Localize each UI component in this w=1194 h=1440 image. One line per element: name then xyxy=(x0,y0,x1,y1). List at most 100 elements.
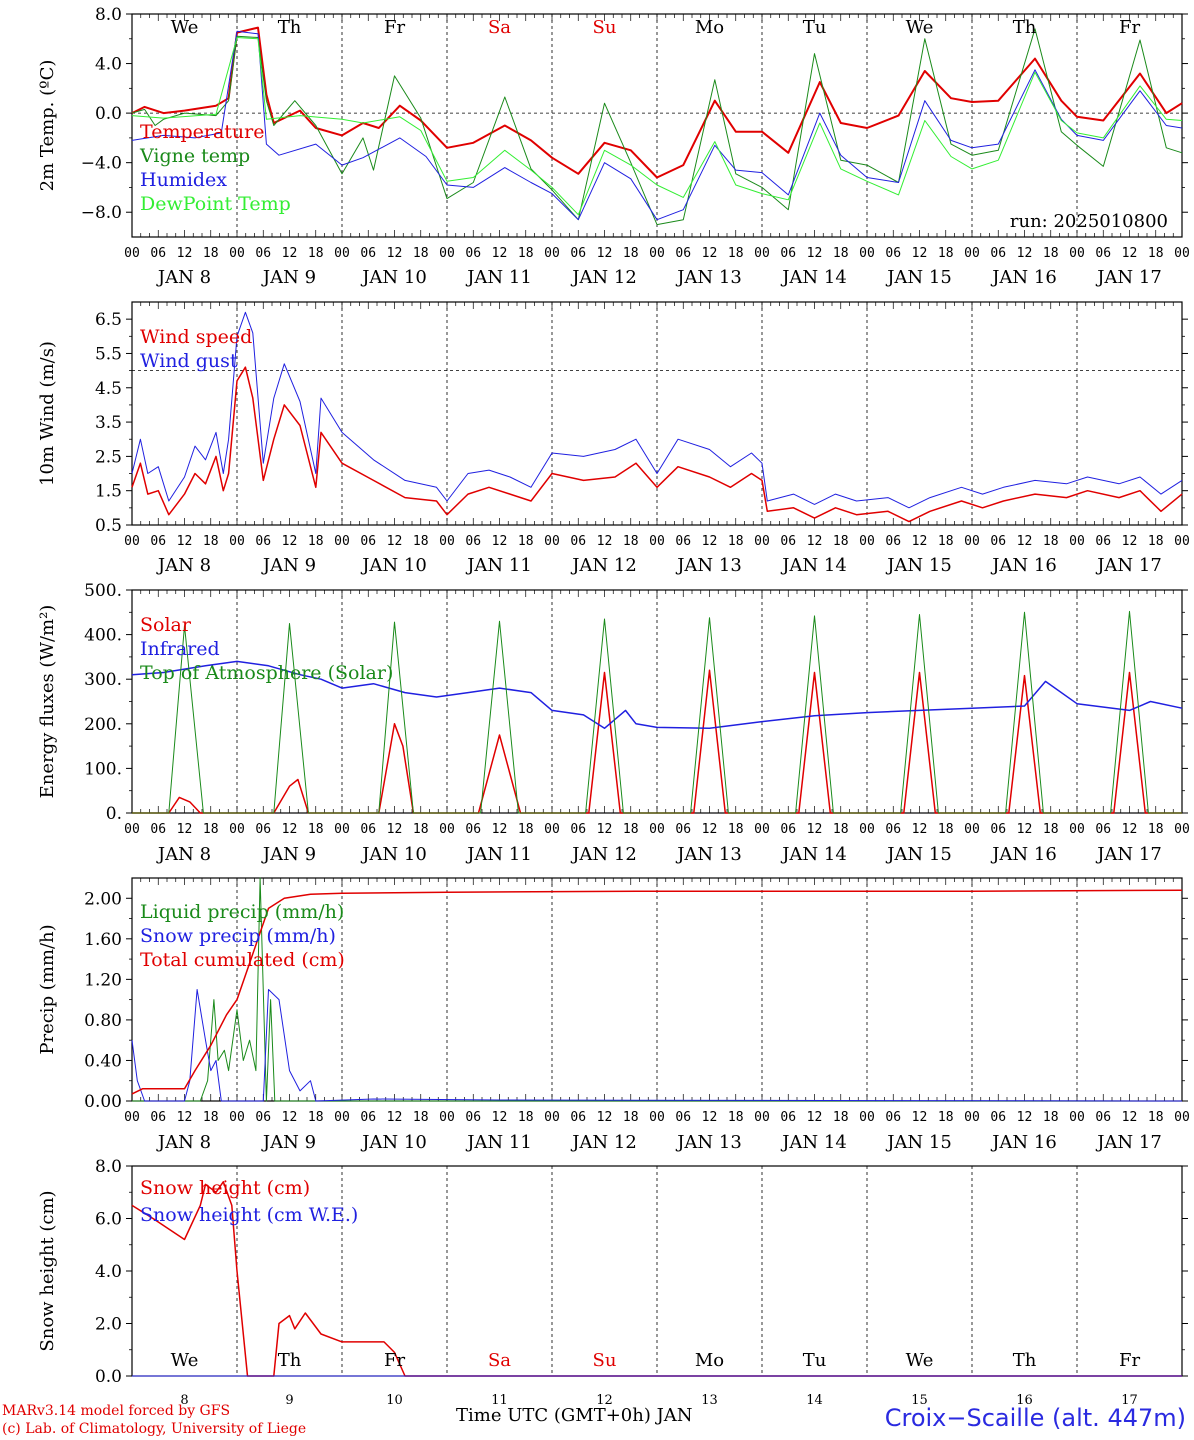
hour-label: 18 xyxy=(938,534,954,549)
legend-entry: DewPoint Temp xyxy=(140,193,291,215)
hour-label: 18 xyxy=(728,534,744,549)
hour-label: 06 xyxy=(570,534,586,549)
date-label: JAN 13 xyxy=(675,844,742,865)
weekday-label: Th xyxy=(1013,1350,1037,1371)
hour-label: 12 xyxy=(387,1110,403,1125)
hour-label: 18 xyxy=(518,246,534,261)
legend-entry: Vigne temp xyxy=(139,145,250,167)
hour-label: 12 xyxy=(912,246,928,261)
hour-label: 18 xyxy=(413,822,429,837)
series-humidex xyxy=(131,30,1183,221)
date-label: JAN 12 xyxy=(570,1132,637,1153)
hour-label: 00 xyxy=(754,822,770,837)
y-tick-label: 2.0 xyxy=(95,1315,122,1335)
legend-entry: Liquid precip (mm/h) xyxy=(140,901,344,923)
y-tick-label: 0.40 xyxy=(84,1051,122,1071)
weekday-label: Th xyxy=(1013,17,1037,38)
hour-label: 06 xyxy=(675,246,691,261)
hour-label: 00 xyxy=(964,246,980,261)
y-tick-label: 500. xyxy=(84,581,122,601)
hour-label: 06 xyxy=(360,246,376,261)
hour-label: 18 xyxy=(1148,534,1164,549)
hour-label: 18 xyxy=(1148,246,1164,261)
hour-label: 12 xyxy=(1122,822,1138,837)
hour-label: 00 xyxy=(124,246,140,261)
hour-label: 00 xyxy=(124,1110,140,1125)
hour-label: 06 xyxy=(465,1110,481,1125)
y-axis-label: 2m Temp. (ºC) xyxy=(37,60,58,192)
hour-label: 00 xyxy=(439,246,455,261)
hour-label: 12 xyxy=(492,246,508,261)
hour-label: 06 xyxy=(360,1110,376,1125)
legend-entry: Snow precip (mm/h) xyxy=(140,925,336,947)
hour-label: 18 xyxy=(308,246,324,261)
hour-label: 06 xyxy=(465,534,481,549)
hour-label: 00 xyxy=(964,534,980,549)
date-label: JAN 9 xyxy=(261,267,316,288)
hour-label: 06 xyxy=(990,534,1006,549)
hour-label: 12 xyxy=(1122,1110,1138,1125)
date-label: JAN 15 xyxy=(885,555,952,576)
hour-label: 12 xyxy=(282,246,298,261)
station-title: Croix−Scaille (alt. 447m) xyxy=(884,1404,1186,1432)
hour-label: 12 xyxy=(702,246,718,261)
hour-label: 12 xyxy=(807,822,823,837)
panel-wind xyxy=(126,301,1188,526)
date-label: 11 xyxy=(491,1393,508,1408)
date-label: JAN 15 xyxy=(885,844,952,865)
date-label: JAN 10 xyxy=(360,844,427,865)
hour-label: 06 xyxy=(780,1110,796,1125)
y-tick-label: 0. xyxy=(106,804,122,824)
hour-label: 12 xyxy=(1017,1110,1033,1125)
hour-label: 18 xyxy=(833,246,849,261)
hour-label: 00 xyxy=(754,246,770,261)
hour-label: 12 xyxy=(282,822,298,837)
hour-label: 12 xyxy=(1122,534,1138,549)
date-label: JAN 17 xyxy=(1095,844,1162,865)
date-label: JAN 17 xyxy=(1095,267,1162,288)
panel-energy xyxy=(126,589,1188,814)
panel-precip xyxy=(126,877,1188,1102)
hour-label: 00 xyxy=(1174,246,1190,261)
hour-label: 18 xyxy=(308,1110,324,1125)
hour-label: 00 xyxy=(334,534,350,549)
hour-label: 12 xyxy=(912,822,928,837)
hour-label: 06 xyxy=(885,534,901,549)
time-axis-label: Time UTC (GMT+0h) JAN xyxy=(456,1405,693,1426)
hour-label: 06 xyxy=(675,534,691,549)
hour-label: 00 xyxy=(124,822,140,837)
hour-label: 12 xyxy=(387,822,403,837)
hour-label: 00 xyxy=(649,822,665,837)
weekday-label: Th xyxy=(278,1350,302,1371)
hour-label: 12 xyxy=(597,1110,613,1125)
hour-label: 06 xyxy=(150,246,166,261)
hour-label: 06 xyxy=(1095,534,1111,549)
y-tick-label: 1.60 xyxy=(84,930,122,950)
legend-entry: Snow height (cm W.E.) xyxy=(140,1204,358,1226)
hour-label: 00 xyxy=(859,246,875,261)
date-label: JAN 16 xyxy=(990,1132,1057,1153)
y-tick-label: 2.00 xyxy=(84,889,122,909)
hour-label: 12 xyxy=(1017,822,1033,837)
hour-label: 18 xyxy=(518,534,534,549)
hour-label: 00 xyxy=(649,534,665,549)
hour-label: 18 xyxy=(623,1110,639,1125)
weekday-label: Tu xyxy=(803,17,827,38)
hour-label: 18 xyxy=(1043,534,1059,549)
hour-label: 06 xyxy=(465,246,481,261)
hour-label: 00 xyxy=(1069,246,1085,261)
y-tick-label: 8.0 xyxy=(95,1157,122,1177)
hour-label: 18 xyxy=(1043,246,1059,261)
weekday-label: Su xyxy=(593,17,617,38)
hour-label: 12 xyxy=(177,822,193,837)
y-tick-label: 200. xyxy=(84,715,122,735)
hour-label: 06 xyxy=(150,822,166,837)
date-label: JAN 11 xyxy=(465,555,532,576)
legend-entry: Top of Atmosphere (Solar) xyxy=(140,662,393,684)
hour-label: 12 xyxy=(282,1110,298,1125)
weekday-label: Sa xyxy=(488,17,511,38)
date-label: JAN 16 xyxy=(990,267,1057,288)
legend-entry: Wind speed xyxy=(140,326,252,348)
hour-label: 00 xyxy=(229,822,245,837)
